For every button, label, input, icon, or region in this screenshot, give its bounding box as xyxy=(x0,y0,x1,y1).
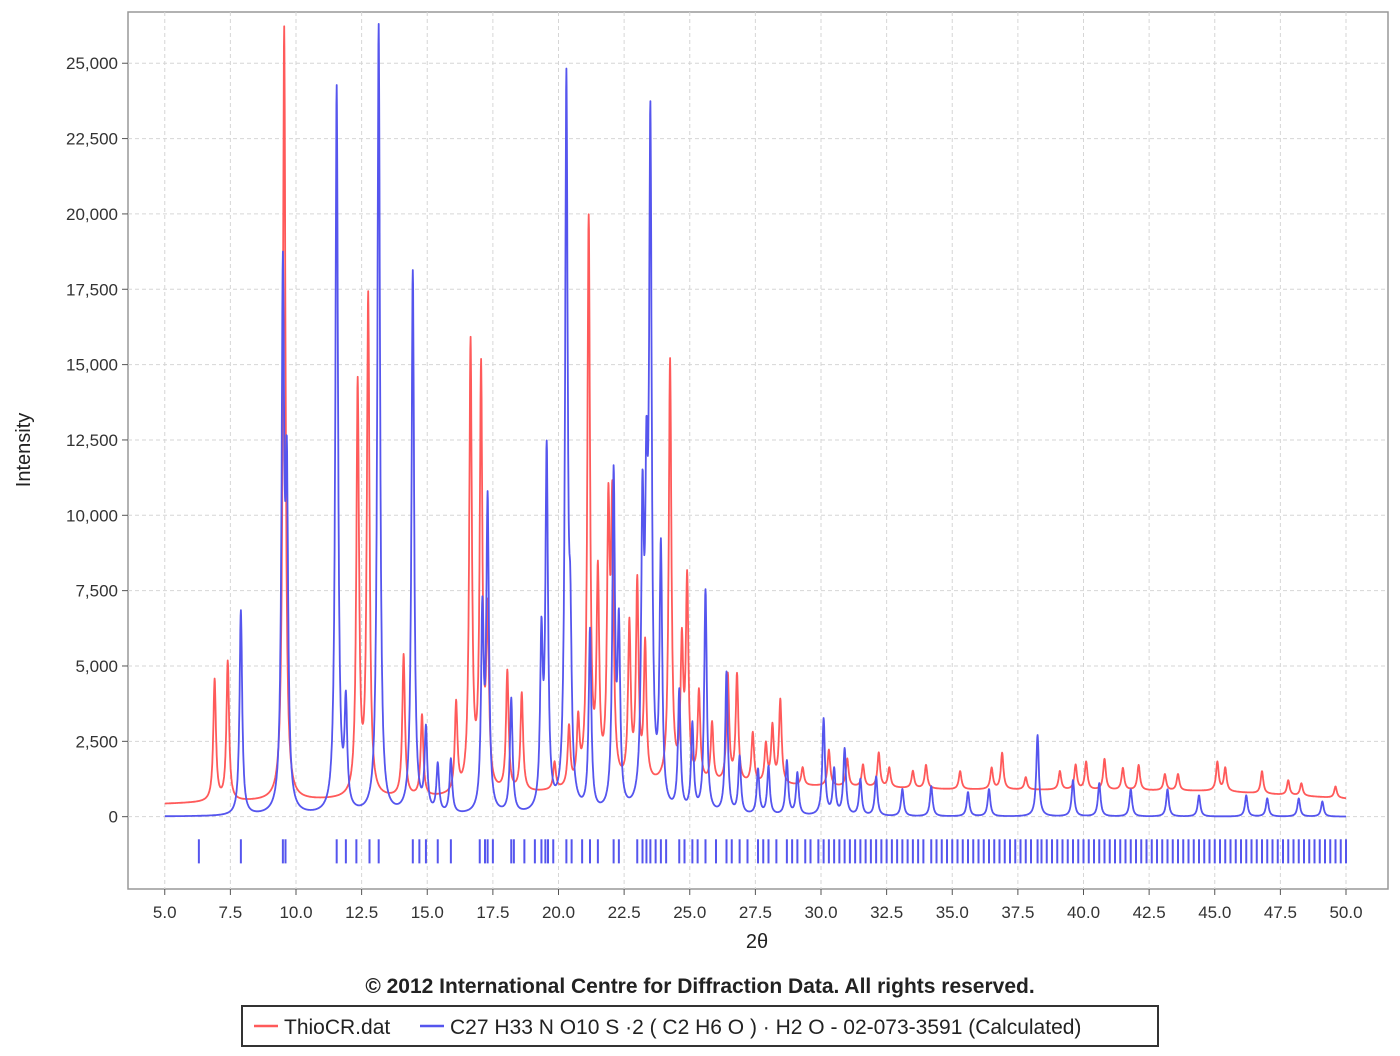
y-tick-label: 25,000 xyxy=(66,54,118,73)
x-tick-label: 25.0 xyxy=(673,903,706,922)
y-axis-label: Intensity xyxy=(13,413,35,487)
x-axis-label: 2θ xyxy=(746,931,768,953)
y-tick-label: 10,000 xyxy=(66,506,118,525)
legend-label-thiocr: ThioCR.dat xyxy=(284,1016,390,1039)
x-tick-label: 32.5 xyxy=(870,903,903,922)
x-tick-label: 15.0 xyxy=(411,903,444,922)
y-tick-label: 7,500 xyxy=(75,582,118,601)
x-tick-label: 50.0 xyxy=(1329,903,1362,922)
legend-label-calculated: C27 H33 N O10 S ·2 ( C2 H6 O ) · H2 O - … xyxy=(450,1016,1081,1039)
x-tick-label: 37.5 xyxy=(1001,903,1034,922)
series xyxy=(164,23,1347,818)
x-tick-label: 22.5 xyxy=(608,903,641,922)
axes: 5.0 7.5 10.0 12.5 15.0 17.5 20.0 22.5 25.0 27.5 30… xyxy=(66,54,1363,922)
legend: ThioCR.dat C27 H33 N O10 S ·2 ( C2 H6 O … xyxy=(241,1005,1159,1047)
x-tick-label: 17.5 xyxy=(476,903,509,922)
x-tick-label: 35.0 xyxy=(936,903,969,922)
y-tick-label: 22,500 xyxy=(66,130,118,149)
copyright-text: © 2012 International Centre for Diffract… xyxy=(365,975,1034,998)
x-tick-label: 40.0 xyxy=(1067,903,1100,922)
y-tick-label: 17,500 xyxy=(66,280,118,299)
x-tick-label: 47.5 xyxy=(1264,903,1297,922)
x-tick-label: 30.0 xyxy=(804,903,837,922)
y-tick-label: 15,000 xyxy=(66,356,118,375)
x-tick-label: 5.0 xyxy=(153,903,177,922)
x-tick-label: 42.5 xyxy=(1133,903,1166,922)
x-tick-label: 20.0 xyxy=(542,903,575,922)
x-tick-label: 27.5 xyxy=(739,903,772,922)
y-tick-label: 0 xyxy=(109,808,118,827)
y-tick-label: 5,000 xyxy=(75,657,118,676)
x-tick-label: 12.5 xyxy=(345,903,378,922)
reference-ticks xyxy=(197,839,1347,864)
x-tick-label: 10.0 xyxy=(279,903,312,922)
y-tick-label: 12,500 xyxy=(66,431,118,450)
series-line-thiocr xyxy=(164,25,1347,805)
x-tick-label: 45.0 xyxy=(1198,903,1231,922)
x-tick-label: 7.5 xyxy=(219,903,243,922)
y-tick-label: 20,000 xyxy=(66,205,118,224)
series-line-calculated xyxy=(164,23,1347,818)
y-tick-label: 2,500 xyxy=(75,732,118,751)
plot-background xyxy=(127,11,1389,890)
legend-box xyxy=(241,1005,1159,1047)
